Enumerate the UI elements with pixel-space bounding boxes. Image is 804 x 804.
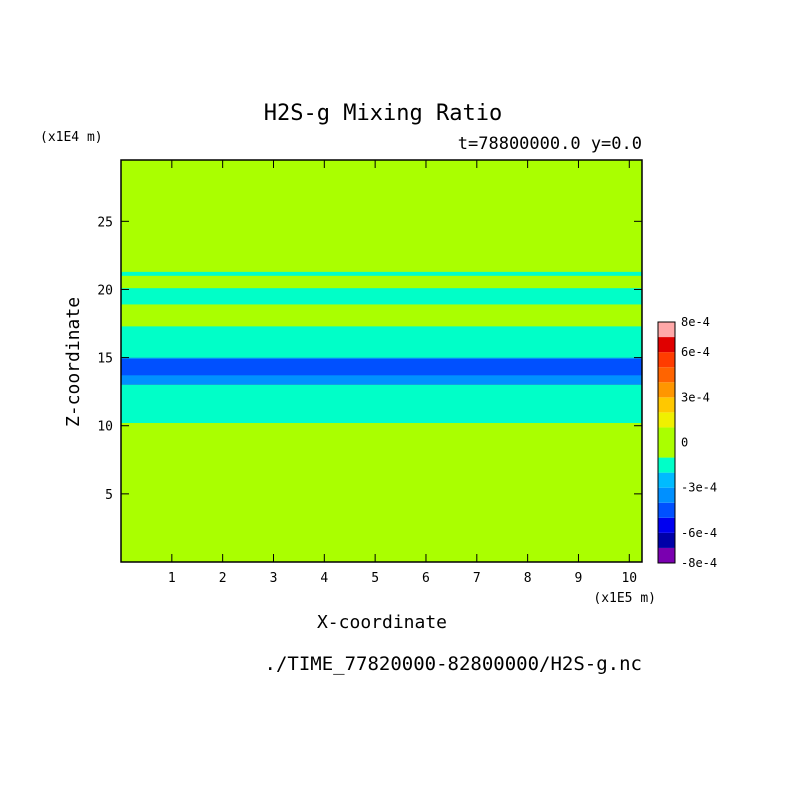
x-tick-label: 8	[524, 571, 532, 586]
x-tick-label: 3	[270, 571, 278, 586]
colorbar-swatch	[658, 397, 675, 413]
contour-band	[121, 304, 642, 327]
colorbar: 8e-4 6e-4 3e-4 0 -3e-4 -6e-4 -8e-4	[657, 315, 717, 570]
colorbar-label: 6e-4	[681, 345, 710, 359]
footer-file-path: ./TIME_77820000-82800000/H2S-g.nc	[265, 653, 643, 675]
contour-band	[121, 288, 642, 305]
colorbar-swatch	[658, 502, 675, 518]
colorbar-swatch	[658, 427, 675, 458]
contour-band	[121, 275, 642, 289]
colorbar-swatch	[658, 337, 675, 353]
x-tick-label: 7	[473, 571, 481, 586]
y-axis-label: Z-coordinate	[63, 297, 84, 427]
contour-band	[121, 358, 642, 376]
colorbar-swatch	[658, 412, 675, 428]
chart-title: H2S-g Mixing Ratio	[264, 101, 502, 126]
contour-band	[121, 423, 642, 562]
x-tick-label: 10	[621, 571, 637, 586]
y-tick-label: 25	[97, 215, 113, 230]
contour-band	[121, 326, 642, 358]
plot-frame	[120, 159, 643, 563]
y-unit-label: (x1E4 m)	[40, 130, 103, 145]
colorbar-label: 8e-4	[681, 315, 710, 329]
x-axis: 1 2 3 4 5 6 7 8 9 10	[168, 160, 637, 586]
colorbar-label: -6e-4	[681, 526, 717, 540]
x-tick-label: 1	[168, 571, 176, 586]
y-tick-label: 15	[97, 352, 113, 367]
y-tick-label: 10	[97, 420, 113, 435]
colorbar-swatch	[658, 517, 675, 533]
colorbar-swatch	[658, 532, 675, 548]
colorbar-swatch	[658, 457, 675, 473]
colorbar-frame	[657, 321, 676, 564]
x-tick-label: 4	[320, 571, 328, 586]
x-tick-label: 9	[575, 571, 583, 586]
colorbar-swatch	[658, 472, 675, 488]
x-axis-label: X-coordinate	[317, 612, 447, 633]
y-axis: 5 10 15 20 25	[97, 215, 642, 503]
plot-area	[121, 160, 642, 562]
x-tick-label: 6	[422, 571, 430, 586]
y-tick-label: 20	[97, 283, 113, 298]
x-tick-label: 2	[219, 571, 227, 586]
colorbar-swatch	[658, 367, 675, 383]
x-tick-label: 5	[371, 571, 379, 586]
contour-band	[121, 384, 642, 424]
contour-band	[121, 160, 642, 272]
y-tick-label: 5	[105, 488, 113, 503]
colorbar-swatch	[658, 322, 675, 338]
colorbar-label: 0	[681, 436, 688, 450]
contour-band	[121, 271, 642, 276]
x-unit-label: (x1E5 m)	[593, 591, 656, 606]
colorbar-swatch	[658, 382, 675, 398]
colorbar-label: 3e-4	[681, 390, 710, 404]
colorbar-swatch	[658, 352, 675, 368]
colorbar-label: -8e-4	[681, 556, 717, 570]
colorbar-swatch	[658, 487, 675, 503]
colorbar-label: -3e-4	[681, 481, 717, 495]
colorbar-swatch	[658, 547, 675, 563]
chart-subtitle: t=78800000.0 y=0.0	[458, 134, 642, 154]
